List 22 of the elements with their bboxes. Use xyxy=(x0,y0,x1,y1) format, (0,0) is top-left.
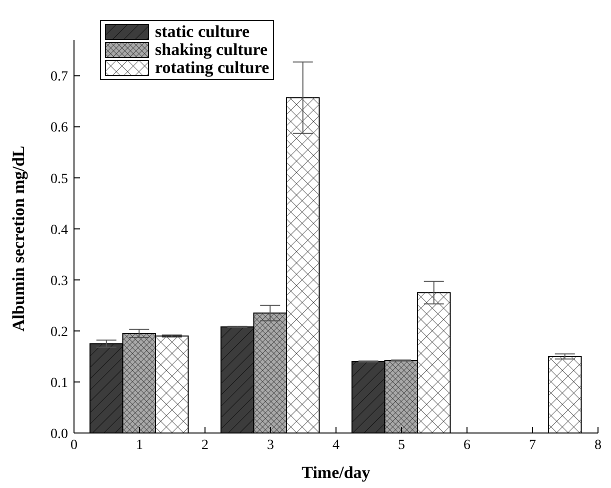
x-tick-label: 6 xyxy=(464,438,470,453)
x-tick-label: 7 xyxy=(529,438,536,453)
legend-label: shaking culture xyxy=(155,40,268,59)
x-axis-title: Time/day xyxy=(302,463,371,482)
y-axis-title: Albumin secretion mg/dL xyxy=(9,146,28,332)
x-tick-label: 1 xyxy=(136,438,143,453)
y-tick-label: 0.0 xyxy=(50,426,68,442)
x-tick-label: 8 xyxy=(594,438,602,453)
x-tick-label: 0 xyxy=(70,438,78,453)
legend-label: rotating culture xyxy=(155,58,270,77)
x-tick-label: 4 xyxy=(332,438,340,453)
legend-label: static culture xyxy=(155,22,250,41)
x-tick-label: 3 xyxy=(267,438,274,453)
y-tick-label: 0.4 xyxy=(50,222,68,238)
y-tick-label: 0.6 xyxy=(50,120,68,136)
x-tick-label: 5 xyxy=(398,438,405,453)
y-tick-label: 0.1 xyxy=(50,376,68,391)
x-tick-label: 2 xyxy=(202,438,208,453)
y-tick-label: 0.3 xyxy=(50,274,68,289)
y-tick-label: 0.2 xyxy=(50,324,68,340)
y-tick-label: 0.5 xyxy=(50,172,68,187)
y-tick-label: 0.7 xyxy=(50,70,68,85)
